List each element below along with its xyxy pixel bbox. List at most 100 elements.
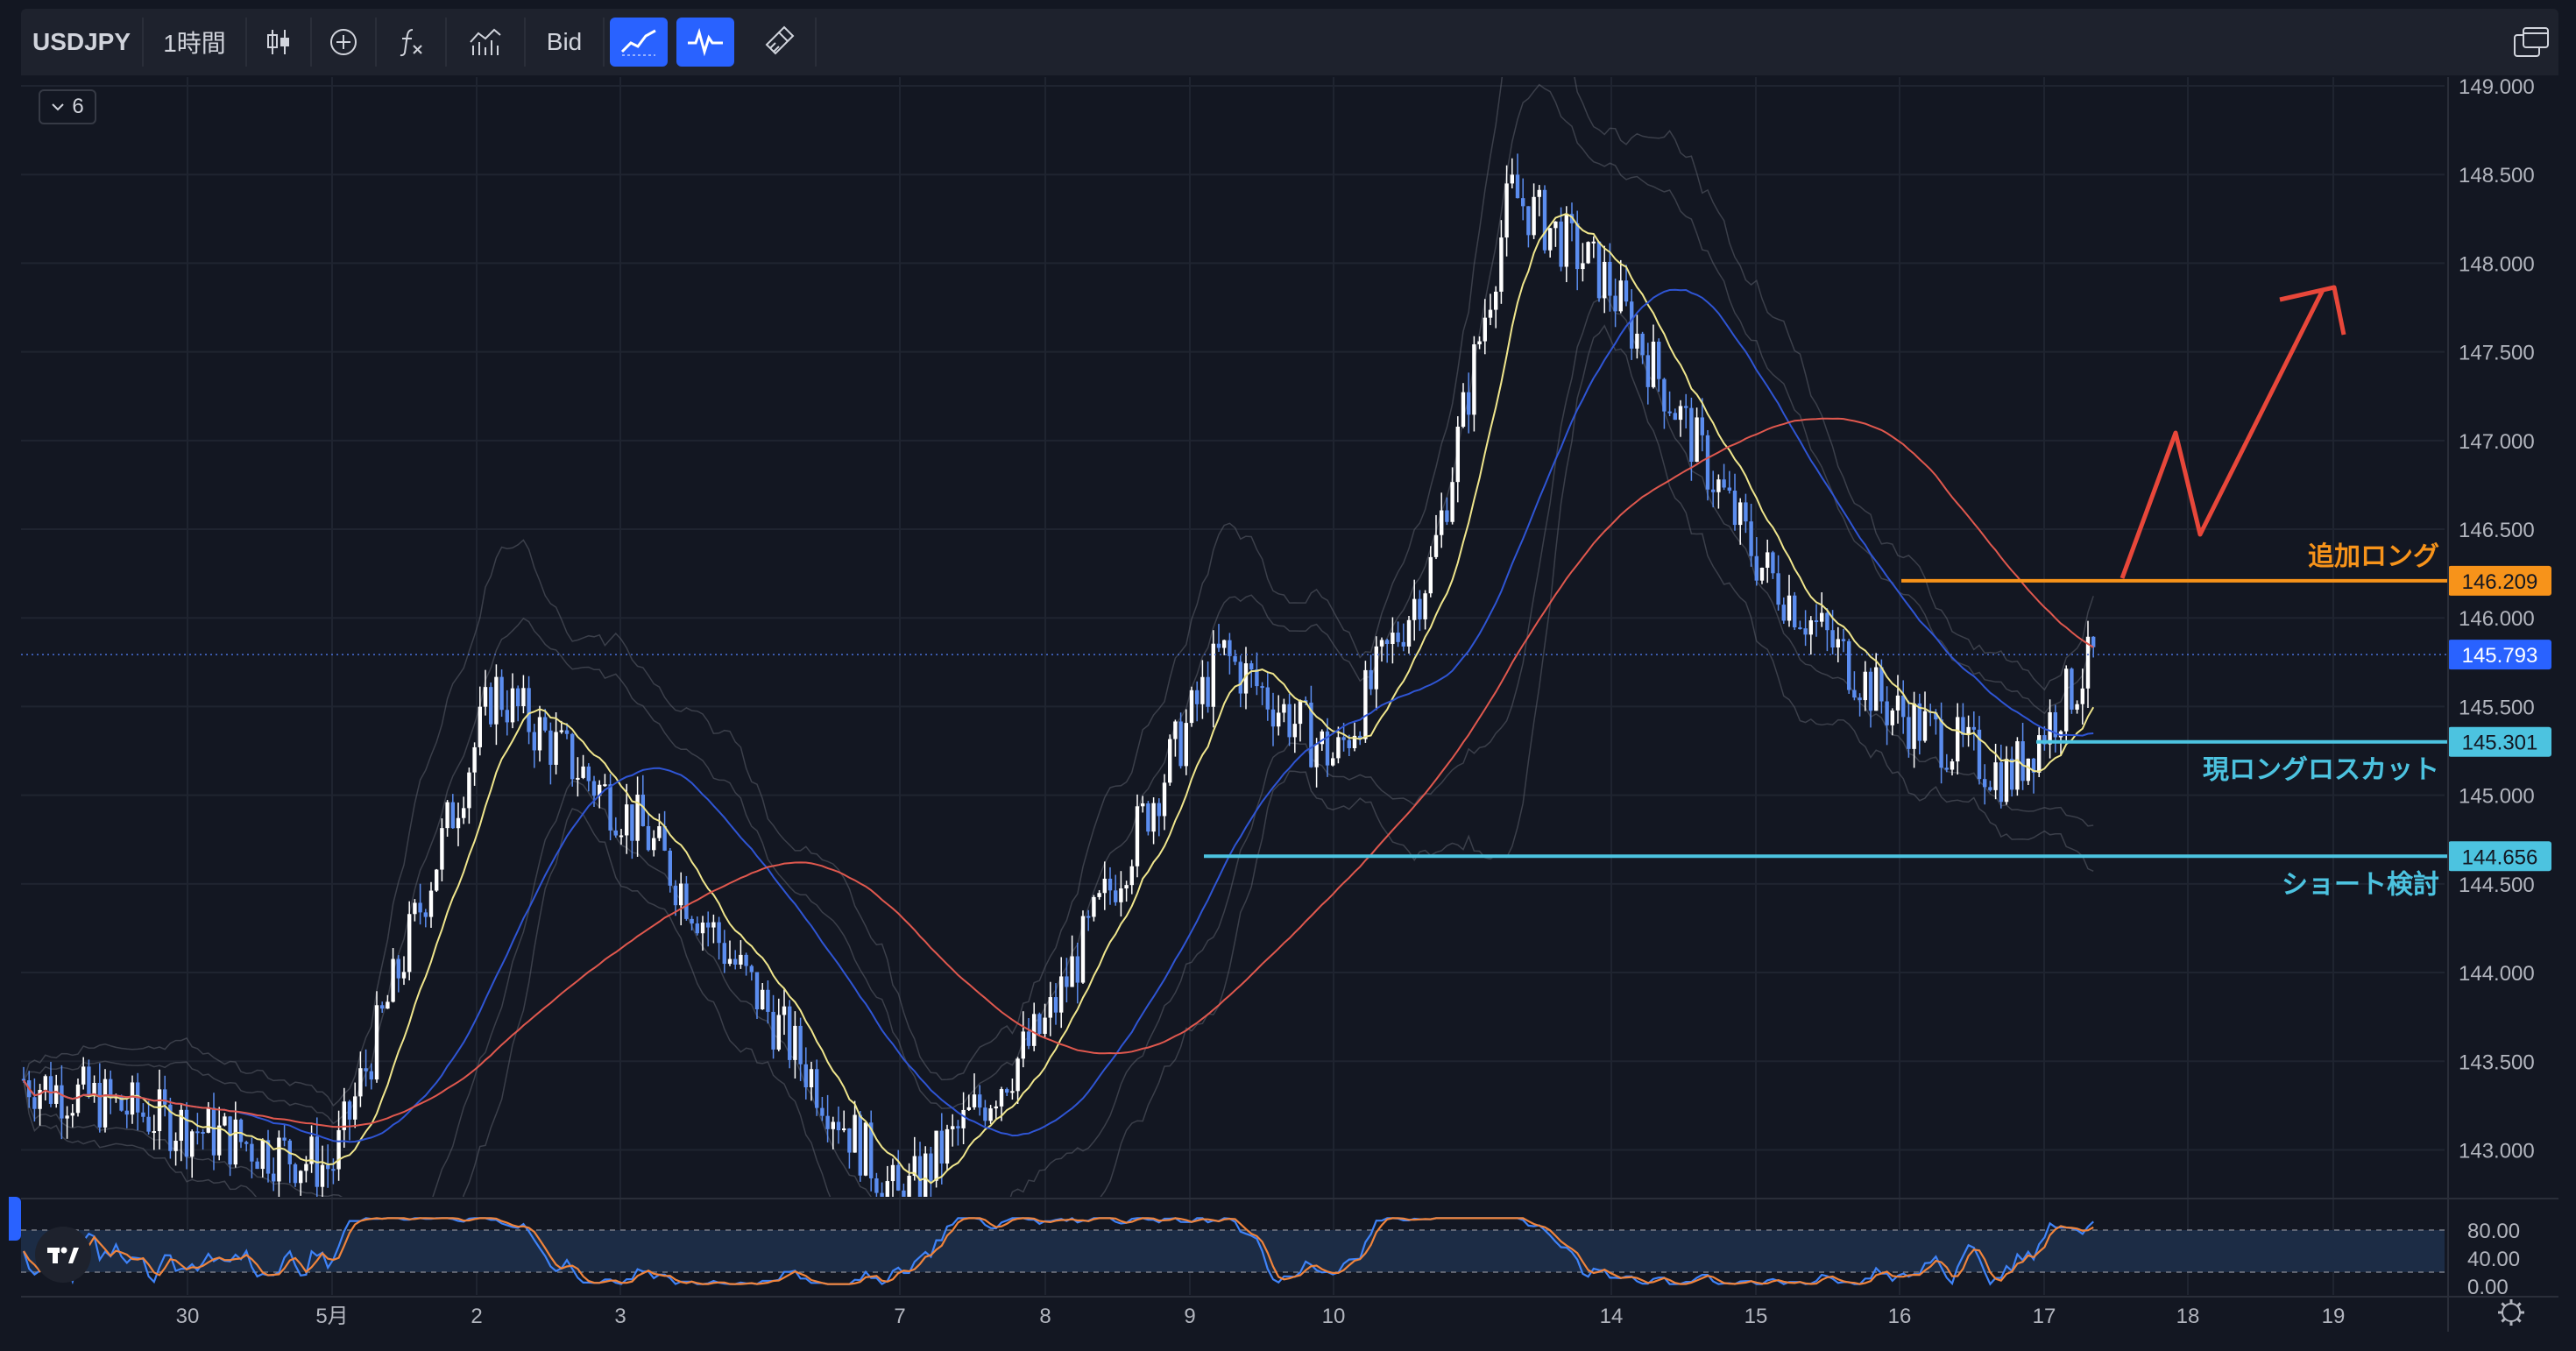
bars-chart-icon [470,28,501,55]
oscillator-tool-button[interactable] [676,18,734,67]
candle-body [435,869,439,891]
candle-body [1781,605,1786,621]
candle-body [2053,711,2057,738]
bollinger-outer-lower-line [23,324,2094,1197]
candle-body [293,1164,298,1184]
candle-body [1922,711,1928,741]
candle-body [233,1119,237,1165]
add-compare-button[interactable] [312,18,377,67]
candle-body [168,1104,173,1151]
candle-body [1624,280,1629,302]
candle-body [81,1066,86,1085]
candle-body [255,1161,259,1170]
candle-body [966,1107,971,1110]
candle-body [1488,309,1493,318]
candle-body [576,777,580,780]
candle-body [1895,695,1900,711]
candle-body [1070,956,1074,987]
candle-body [1559,221,1563,267]
candle-body [2048,711,2052,745]
chart-area[interactable]: 145.793 146.209 追加ロング 145.301 現ロングロスカット 144.6… [21,75,2558,1332]
candle-body [391,958,395,1002]
candle-body [1700,417,1704,435]
candle-body [184,1109,189,1157]
candle-body [1689,407,1694,463]
candle-body [179,1109,183,1142]
candle-body [206,1107,210,1133]
candle-body [1233,655,1237,662]
candle-body [141,1112,145,1117]
candle-body [853,1114,857,1153]
candle-body [1016,1058,1020,1092]
add-long-price-label: 146.209 [2462,570,2538,594]
candle-body [1406,619,1412,647]
candle-body [554,732,558,765]
candle-body [1461,392,1466,428]
candle-body [1249,663,1254,670]
candle-body [1309,702,1313,767]
current-price-tag [2448,640,2551,670]
candle-body [1423,593,1427,619]
price-tick-label: 145.000 [2459,785,2535,809]
interval-button[interactable]: 1時間 [144,18,247,67]
candle-body [369,1071,373,1080]
candle-body [1868,671,1873,711]
chart-type-candles-button[interactable] [247,18,312,67]
trend-line-tool-button[interactable] [610,18,668,67]
candle-body [450,802,455,829]
candle-body [803,1064,808,1088]
templates-button[interactable] [447,18,526,67]
candle-body [1971,726,1976,730]
candle-body [1379,640,1384,647]
candle-body [1455,427,1460,483]
forecast-arrow-path[interactable] [2120,288,2325,579]
short-consider-price-label: 144.656 [2462,845,2538,869]
candle-body [1879,667,1884,702]
candle-body [70,1113,74,1116]
candle-body [195,1131,200,1134]
candle-body [1228,640,1232,656]
candle-body [788,1006,792,1060]
candle-body [581,766,585,778]
candle-body [1341,737,1346,740]
candle-body [2020,741,2025,782]
candle-body [299,1171,303,1184]
candle-body [733,958,738,965]
candle-body [1564,214,1568,267]
symbol-button[interactable]: USDJPY [21,18,144,67]
candle-body [652,838,656,851]
forecast-arrow-head[interactable] [2279,285,2346,336]
price-chart[interactable]: 145.793 146.209 追加ロング 145.301 現ロングロスカット 144.6… [21,75,2558,1332]
candle-body [1374,646,1378,690]
candle-body [1732,491,1737,526]
panel-collapse-tab[interactable] [9,1197,21,1241]
candle-body [1168,739,1172,783]
indicator-legend-toggle[interactable]: 6 [39,89,96,124]
candle-body [1053,997,1058,1013]
candle-body [1331,758,1335,766]
price-type-button[interactable]: Bid [526,18,605,67]
settings-gear-icon[interactable] [2498,1299,2524,1326]
plus-circle-icon [330,29,357,55]
candle-body [1640,333,1645,356]
candle-body [386,1001,390,1009]
candle-body [1418,598,1422,619]
candle-body [1939,719,1943,768]
candle-body [478,706,482,747]
candle-body [228,1116,232,1165]
candle-body [2042,735,2047,745]
candle-body [130,1082,135,1115]
candle-body [1678,406,1683,421]
indicators-button[interactable] [377,18,447,67]
candle-body [1907,717,1911,749]
brush-tool-button[interactable] [741,18,817,67]
candle-body [619,835,624,838]
candle-body [869,1122,874,1178]
candle-body [951,1126,955,1129]
layout-button[interactable] [2508,18,2557,67]
candle-body [1722,479,1726,488]
candle-body [1657,341,1661,379]
candle-body [1200,676,1205,704]
price-tick-label: 149.000 [2459,77,2535,99]
candle-body [364,1068,368,1072]
